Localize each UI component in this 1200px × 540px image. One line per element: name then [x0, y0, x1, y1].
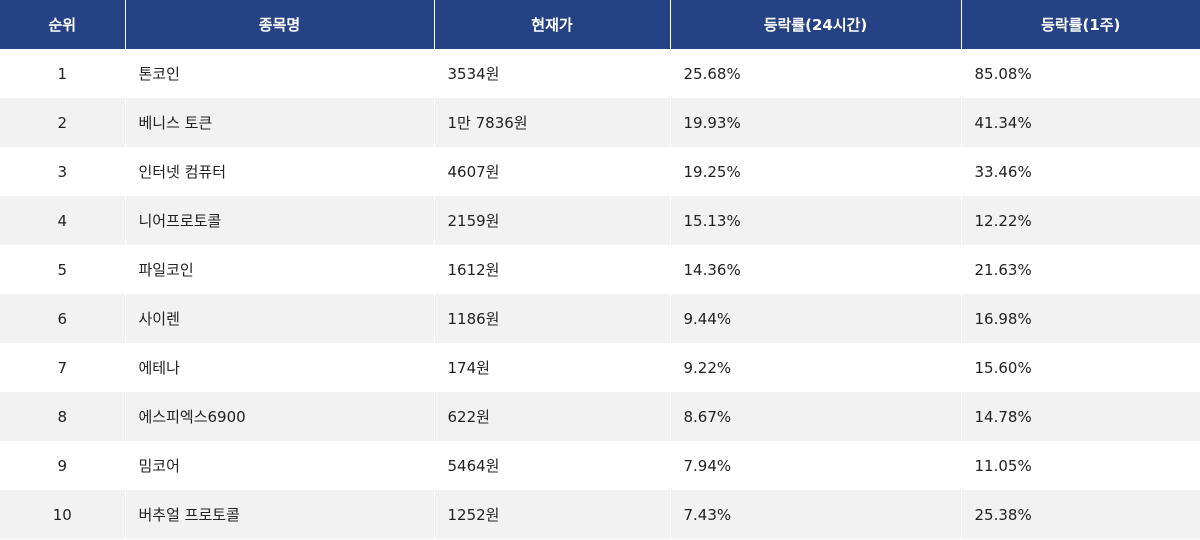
change-24h-cell: 7.94% — [669, 441, 961, 490]
change-1w-cell: 16.98% — [960, 294, 1200, 343]
table-row: 8 에스피엑스6900 622원 8.67% 14.78% — [0, 392, 1200, 441]
change-24h-cell: 8.67% — [669, 392, 961, 441]
rank-cell: 3 — [0, 147, 125, 196]
price-cell: 622원 — [433, 392, 670, 441]
change-24h-cell: 25.68% — [669, 49, 961, 98]
header-rank: 순위 — [0, 0, 125, 49]
header-row: 순위 종목명 현재가 등락률(24시간) 등락률(1주) — [0, 0, 1200, 49]
change-1w-cell: 11.05% — [960, 441, 1200, 490]
change-1w-cell: 21.63% — [960, 245, 1200, 294]
change-24h-cell: 19.93% — [669, 98, 961, 147]
header-price: 현재가 — [433, 0, 670, 49]
table-body: 1 톤코인 3534원 25.68% 85.08% 2 베니스 토큰 1만 7836원 19.9… — [0, 49, 1200, 539]
change-24h-cell: 14.36% — [669, 245, 961, 294]
name-cell: 밈코어 — [124, 441, 434, 490]
table-header: 순위 종목명 현재가 등락률(24시간) 등락률(1주) — [0, 0, 1200, 49]
rank-cell: 6 — [0, 294, 125, 343]
change-24h-cell: 9.22% — [669, 343, 961, 392]
rank-cell: 2 — [0, 98, 125, 147]
rank-cell: 5 — [0, 245, 125, 294]
rank-cell: 9 — [0, 441, 125, 490]
name-cell: 에테나 — [124, 343, 434, 392]
change-1w-cell: 41.34% — [960, 98, 1200, 147]
name-cell: 인터넷 컴퓨터 — [124, 147, 434, 196]
header-change-1w: 등락률(1주) — [960, 0, 1200, 49]
price-cell: 174원 — [433, 343, 670, 392]
change-24h-cell: 15.13% — [669, 196, 961, 245]
table-row: 3 인터넷 컴퓨터 4607원 19.25% 33.46% — [0, 147, 1200, 196]
name-cell: 베니스 토큰 — [124, 98, 434, 147]
name-cell: 사이렌 — [124, 294, 434, 343]
price-cell: 1186원 — [433, 294, 670, 343]
name-cell: 버추얼 프로토콜 — [124, 490, 434, 539]
change-24h-cell: 9.44% — [669, 294, 961, 343]
price-cell: 1252원 — [433, 490, 670, 539]
table-row: 1 톤코인 3534원 25.68% 85.08% — [0, 49, 1200, 98]
rank-cell: 1 — [0, 49, 125, 98]
table-row: 10 버추얼 프로토콜 1252원 7.43% 25.38% — [0, 490, 1200, 539]
name-cell: 톤코인 — [124, 49, 434, 98]
price-cell: 5464원 — [433, 441, 670, 490]
name-cell: 에스피엑스6900 — [124, 392, 434, 441]
rank-cell: 4 — [0, 196, 125, 245]
table-row: 5 파일코인 1612원 14.36% 21.63% — [0, 245, 1200, 294]
name-cell: 니어프로토콜 — [124, 196, 434, 245]
price-cell: 1만 7836원 — [433, 98, 670, 147]
change-1w-cell: 12.22% — [960, 196, 1200, 245]
change-1w-cell: 14.78% — [960, 392, 1200, 441]
table-row: 6 사이렌 1186원 9.44% 16.98% — [0, 294, 1200, 343]
header-name: 종목명 — [124, 0, 434, 49]
header-change-24h: 등락률(24시간) — [669, 0, 961, 49]
table-row: 9 밈코어 5464원 7.94% 11.05% — [0, 441, 1200, 490]
rank-cell: 7 — [0, 343, 125, 392]
price-cell: 2159원 — [433, 196, 670, 245]
rank-cell: 8 — [0, 392, 125, 441]
price-cell: 1612원 — [433, 245, 670, 294]
change-24h-cell: 19.25% — [669, 147, 961, 196]
change-24h-cell: 7.43% — [669, 490, 961, 539]
change-1w-cell: 33.46% — [960, 147, 1200, 196]
table-row: 2 베니스 토큰 1만 7836원 19.93% 41.34% — [0, 98, 1200, 147]
rank-cell: 10 — [0, 490, 125, 539]
table-row: 7 에테나 174원 9.22% 15.60% — [0, 343, 1200, 392]
price-cell: 3534원 — [433, 49, 670, 98]
change-1w-cell: 15.60% — [960, 343, 1200, 392]
change-1w-cell: 85.08% — [960, 49, 1200, 98]
price-cell: 4607원 — [433, 147, 670, 196]
name-cell: 파일코인 — [124, 245, 434, 294]
change-1w-cell: 25.38% — [960, 490, 1200, 539]
table-row: 4 니어프로토콜 2159원 15.13% 12.22% — [0, 196, 1200, 245]
